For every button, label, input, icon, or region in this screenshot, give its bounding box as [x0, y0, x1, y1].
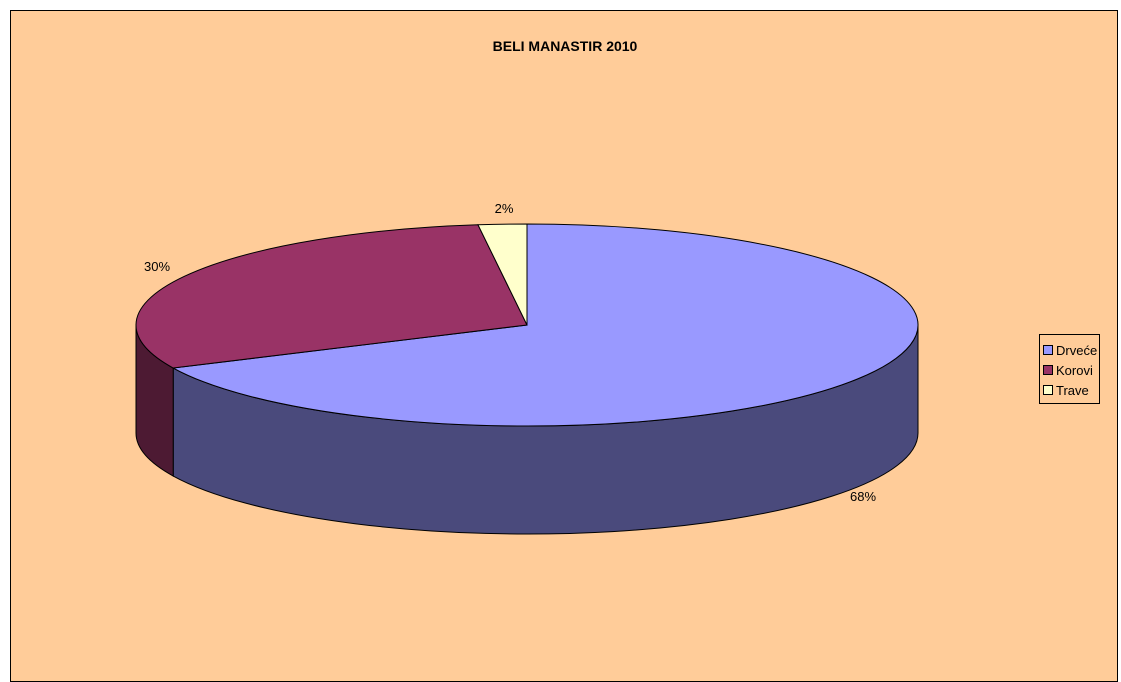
pie-slice-korovi	[135, 224, 528, 369]
legend-swatch-trave	[1043, 385, 1053, 395]
legend: Drveće Korovi Trave	[1039, 334, 1100, 404]
legend-label-drvece: Drveće	[1056, 342, 1098, 358]
data-label-korovi: 30%	[144, 259, 170, 274]
legend-item-trave: Trave	[1043, 380, 1099, 400]
data-label-drvece: 68%	[850, 489, 876, 504]
pie-slice-drvece	[171, 223, 919, 427]
data-label-trave: 2%	[495, 201, 514, 216]
legend-item-drvece: Drveće	[1043, 340, 1099, 360]
legend-label-korovi: Korovi	[1056, 362, 1093, 378]
pie-slice-trave	[477, 223, 528, 326]
chart-title: BELI MANASTIR 2010	[492, 38, 638, 54]
legend-swatch-korovi	[1043, 365, 1053, 375]
legend-label-trave: Trave	[1056, 382, 1089, 398]
legend-swatch-drvece	[1043, 345, 1053, 355]
legend-item-korovi: Korovi	[1043, 360, 1099, 380]
